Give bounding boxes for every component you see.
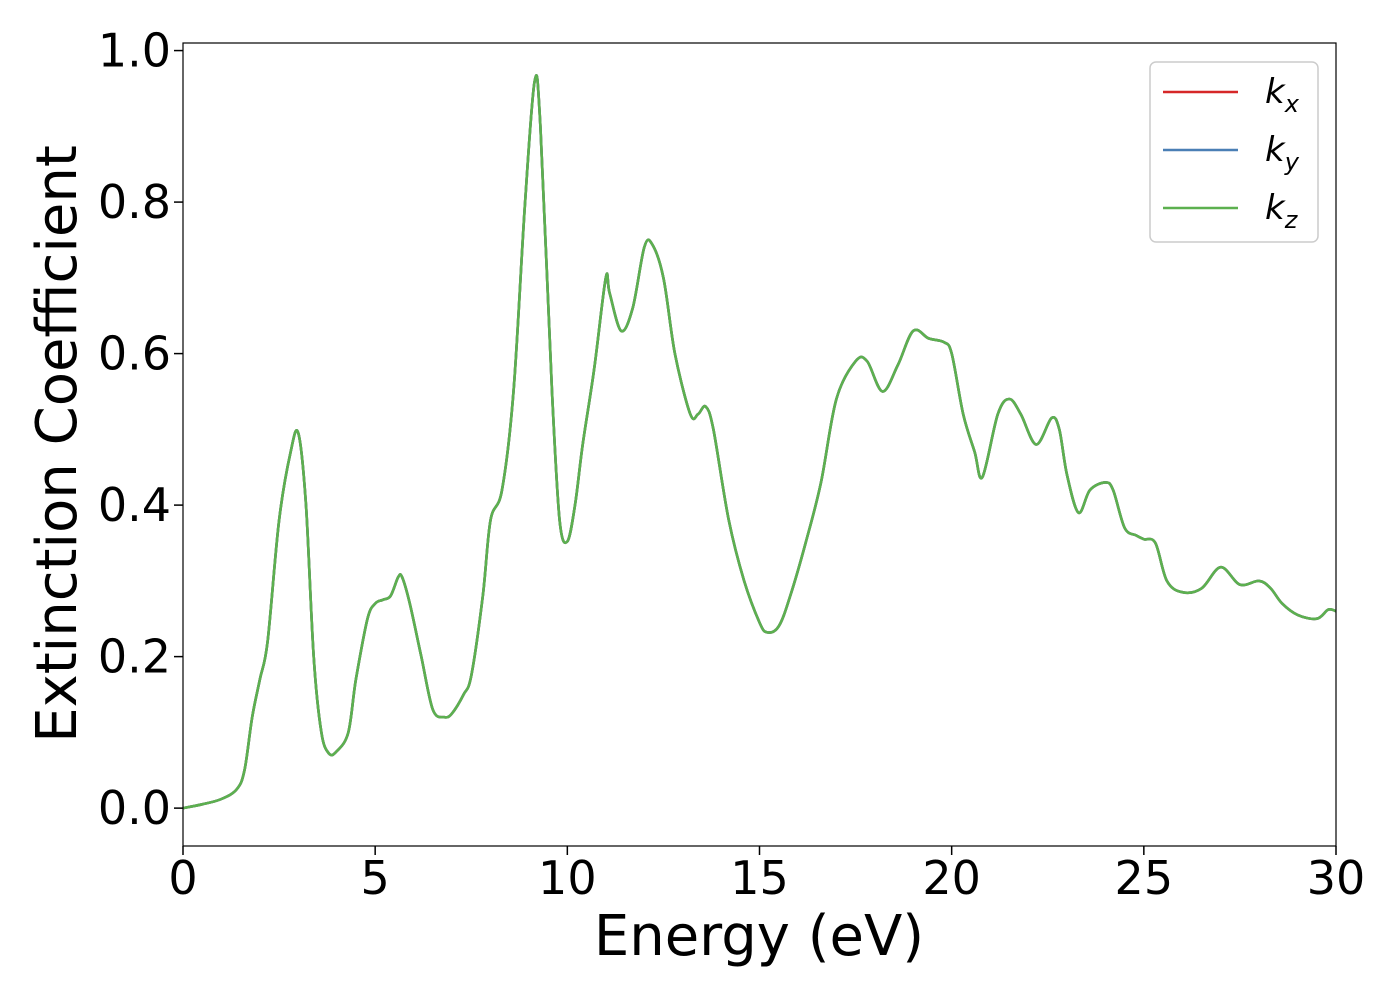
legend-label-kz: kz <box>1265 188 1299 234</box>
y-tick-label: 0.0 <box>98 781 171 835</box>
y-axis-label: Extinction Coefficient <box>25 145 90 743</box>
y-tick-label: 1.0 <box>98 24 171 78</box>
x-tick-label: 30 <box>1307 851 1366 905</box>
legend-box <box>1149 61 1319 243</box>
plot-background <box>183 43 1336 846</box>
legend: kx ky kz <box>1149 61 1319 243</box>
y-tick-label: 0.8 <box>98 175 171 229</box>
legend-label-kx: kx <box>1265 72 1300 118</box>
x-axis-label: Energy (eV) <box>594 904 924 969</box>
x-tick-label: 25 <box>1115 851 1174 905</box>
x-tick-label: 15 <box>730 851 789 905</box>
y-tick-label: 0.4 <box>98 478 171 532</box>
series-layer <box>182 74 1337 810</box>
series-line-kz <box>182 74 1337 810</box>
x-tick-label: 20 <box>922 851 981 905</box>
x-tick-label: 10 <box>538 851 597 905</box>
legend-label-ky: ky <box>1265 130 1300 176</box>
y-tick-label: 0.6 <box>98 327 171 381</box>
x-tick-label: 0 <box>168 851 197 905</box>
x-tick-label: 5 <box>361 851 390 905</box>
y-axis: 0.0 0.2 0.4 0.6 0.8 1.0 <box>98 24 183 835</box>
y-tick-label: 0.2 <box>98 630 171 684</box>
x-axis: 0 5 10 15 20 25 30 <box>168 846 1365 905</box>
